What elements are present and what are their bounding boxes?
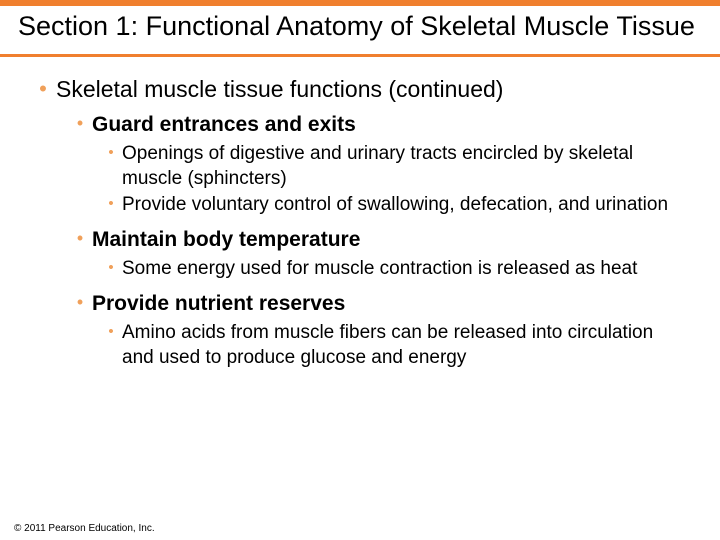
- bullet-icon: •: [100, 193, 122, 214]
- level3-list: •Some energy used for muscle contraction…: [68, 257, 690, 282]
- bullet-icon: •: [68, 226, 92, 250]
- bullet-icon: •: [30, 75, 56, 104]
- level3-list: •Amino acids from muscle fibers can be r…: [68, 321, 690, 370]
- main-bullet-text: Skeletal muscle tissue functions (contin…: [56, 75, 503, 105]
- level2-heading: Guard entrances and exits: [92, 111, 356, 138]
- bullet-icon: •: [100, 257, 122, 278]
- level3-text: Some energy used for muscle contraction …: [122, 257, 637, 282]
- level3-text: Provide voluntary control of swallowing,…: [122, 193, 668, 218]
- slide-title: Section 1: Functional Anatomy of Skeleta…: [18, 10, 702, 44]
- list-item: •Maintain body temperature•Some energy u…: [68, 226, 690, 282]
- copyright-text: © 2011 Pearson Education, Inc.: [14, 523, 155, 534]
- level3-list: •Openings of digestive and urinary tract…: [68, 142, 690, 218]
- list-item: •Provide voluntary control of swallowing…: [100, 193, 690, 218]
- level2-heading: Maintain body temperature: [92, 226, 360, 253]
- content-area: • Skeletal muscle tissue functions (cont…: [0, 57, 720, 371]
- level2-heading: Provide nutrient reserves: [92, 290, 345, 317]
- list-item: •Amino acids from muscle fibers can be r…: [100, 321, 690, 370]
- level2-list: •Guard entrances and exits•Openings of d…: [30, 111, 690, 371]
- level3-text: Openings of digestive and urinary tracts…: [122, 142, 690, 191]
- list-item: •Some energy used for muscle contraction…: [100, 257, 690, 282]
- list-item: • Skeletal muscle tissue functions (cont…: [30, 75, 690, 371]
- bullet-icon: •: [100, 142, 122, 163]
- list-item: •Openings of digestive and urinary tract…: [100, 142, 690, 191]
- level3-text: Amino acids from muscle fibers can be re…: [122, 321, 690, 370]
- bullet-icon: •: [100, 321, 122, 342]
- bullet-icon: •: [68, 290, 92, 314]
- bullet-icon: •: [68, 111, 92, 135]
- list-item: •Provide nutrient reserves•Amino acids f…: [68, 290, 690, 371]
- list-item: •Guard entrances and exits•Openings of d…: [68, 111, 690, 218]
- title-area: Section 1: Functional Anatomy of Skeleta…: [0, 6, 720, 57]
